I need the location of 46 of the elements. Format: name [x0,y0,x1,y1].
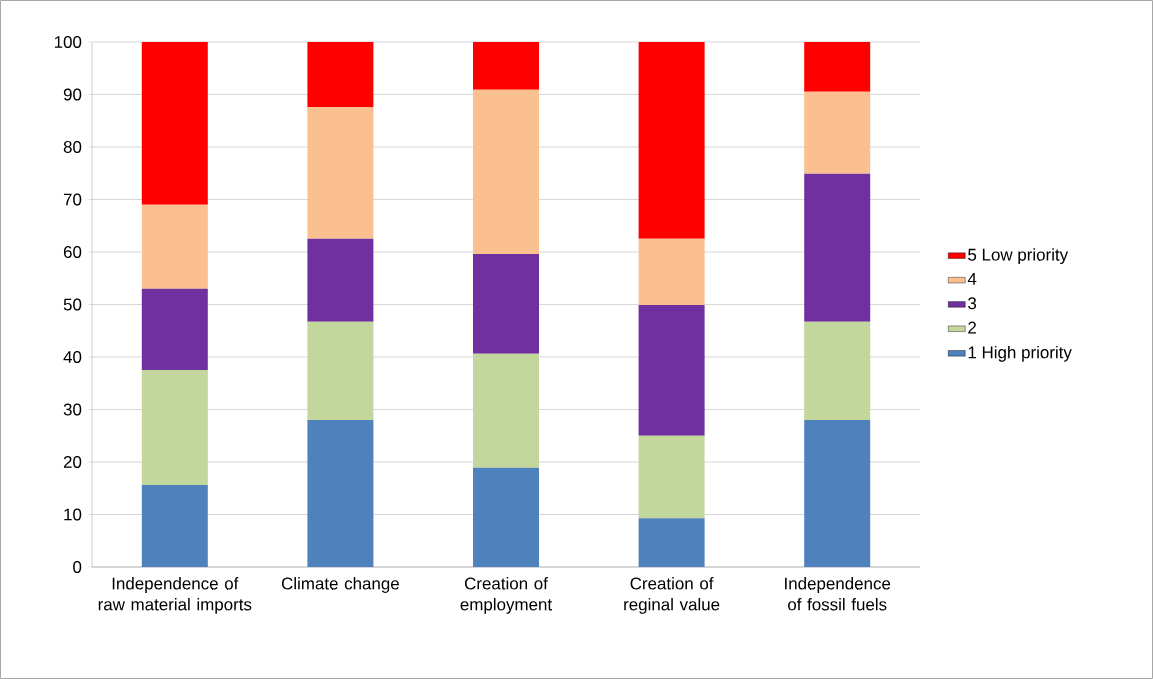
x-tick-label: Creation of reginal value [624,577,720,614]
bar [804,91,871,174]
bar [804,173,871,322]
y-tick-label: 40 [63,351,82,363]
bar [804,420,871,567]
bar [638,435,705,519]
y-tick-label: 30 [63,403,82,416]
y-tick-label: 100 [54,35,82,48]
bar [804,41,871,92]
x-tick-label: Creation of employment [460,577,552,614]
bar [638,305,705,436]
x-tick-label: Climate change [281,577,399,593]
x-tick-label: Independence of raw material imports [98,577,252,614]
y-tick-label: 0 [73,561,82,573]
bar [307,238,374,322]
bar [473,467,539,567]
y-tick-label: 60 [63,246,82,258]
bar [473,353,539,468]
y-tick-label: 10 [64,508,82,521]
legend-label: 4 [967,273,977,285]
legend-label: 1 High priority [968,345,1072,362]
y-tick-label: 90 [63,88,82,101]
bar [141,41,208,205]
legend-label: 5 Low priority [968,248,1069,265]
legend-label: 3 [968,297,977,310]
bar [307,107,374,239]
bar [638,238,705,306]
bar [473,89,539,255]
bar [307,321,374,420]
bar [804,321,871,420]
bar [638,41,705,239]
bar [638,518,705,567]
y-tick-label: 80 [63,141,82,153]
bar [141,288,208,371]
bar [141,204,208,289]
bar [307,420,374,567]
y-tick-label: 20 [63,456,82,468]
y-tick-label: 70 [63,193,82,206]
bar [473,254,539,354]
y-tick-label: 50 [63,298,82,311]
legend-label: 2 [968,321,976,334]
bar [307,41,374,108]
bar [141,370,208,486]
bar [473,41,539,90]
bar [141,485,208,567]
x-tick-label: Independence of fossil fuels [785,577,891,611]
